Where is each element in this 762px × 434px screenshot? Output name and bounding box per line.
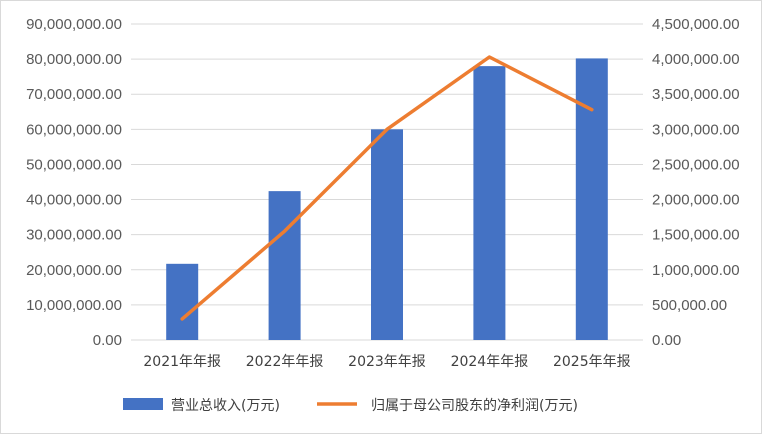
left-tick-label: 30,000,000.00	[26, 227, 122, 244]
left-tick-label: 40,000,000.00	[26, 192, 122, 209]
watermark-text: 搜狐号 | 诗与星空	[657, 407, 753, 422]
right-tick-label: 2,500,000.00	[652, 156, 740, 173]
right-tick-label: 4,000,000.00	[652, 51, 740, 68]
category-labels: 2021年年报 2022年年报 2023年年报 2024年年报 2025年年报	[143, 354, 630, 370]
legend-label-revenue: 营业总收入(万元)	[171, 398, 280, 414]
left-tick-label: 90,000,000.00	[26, 16, 122, 33]
category-label: 2021年年报	[143, 354, 221, 370]
category-label: 2023年年报	[348, 354, 426, 370]
right-tick-label: 1,500,000.00	[652, 227, 740, 244]
legend-label-profit: 归属于母公司股东的净利润(万元)	[371, 397, 578, 414]
revenue-bar	[575, 58, 608, 341]
left-tick-label: 0.00	[93, 332, 122, 349]
right-tick-label: 500,000.00	[652, 297, 727, 314]
left-tick-label: 20,000,000.00	[26, 262, 122, 279]
category-label: 2025年年报	[553, 354, 631, 370]
left-tick-label: 50,000,000.00	[26, 156, 122, 173]
category-label: 2022年年报	[246, 354, 324, 370]
revenue-bar	[268, 191, 301, 340]
right-tick-label: 2,000,000.00	[652, 192, 740, 209]
revenue-bar	[371, 129, 403, 340]
revenue-bars	[166, 58, 608, 341]
left-tick-label: 70,000,000.00	[26, 86, 122, 103]
legend-bar-swatch	[123, 398, 163, 410]
left-tick-label: 60,000,000.00	[26, 121, 122, 138]
right-tick-label: 3,000,000.00	[652, 121, 740, 138]
right-tick-label: 1,000,000.00	[652, 262, 740, 279]
right-tick-label: 0.00	[652, 332, 681, 349]
revenue-bar	[166, 263, 199, 340]
category-label: 2024年年报	[451, 354, 529, 370]
right-tick-label: 3,500,000.00	[652, 86, 740, 103]
right-tick-label: 4,500,000.00	[652, 16, 740, 33]
left-axis-ticks: 0.00 10,000,000.00 20,000,000.00 30,000,000…	[26, 16, 122, 349]
left-tick-label: 10,000,000.00	[26, 297, 122, 314]
right-axis-ticks: 0.00 500,000.00 1,000,000.00 1,500,000.00 2,…	[652, 16, 740, 349]
legend: 营业总收入(万元) 归属于母公司股东的净利润(万元)	[123, 397, 578, 414]
profit-line-group	[180, 55, 594, 321]
revenue-bar	[473, 66, 506, 340]
left-tick-label: 80,000,000.00	[26, 51, 122, 68]
